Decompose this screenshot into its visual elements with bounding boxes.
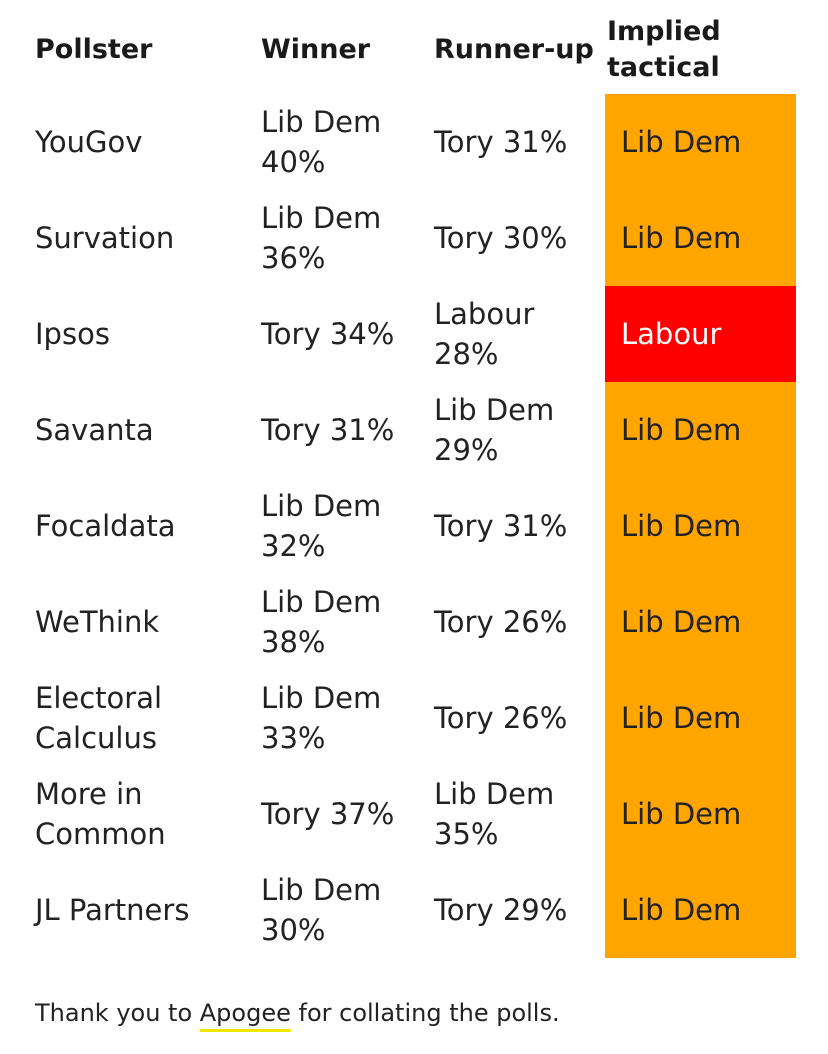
table-body: YouGov Lib Dem 40% Tory 31% Lib Dem Survatio… bbox=[35, 94, 797, 958]
cell-implied-tactical-text: Labour bbox=[621, 317, 722, 351]
cell-implied-tactical-text: Lib Dem bbox=[621, 125, 742, 159]
header-winner: Winner bbox=[261, 34, 371, 65]
table-row: Savanta Tory 31% Lib Dem 29% Lib Dem bbox=[35, 382, 797, 478]
cell-pollster-text: WeThink bbox=[35, 605, 160, 639]
cell-runner-up: Tory 31% bbox=[434, 94, 602, 190]
cell-implied-tactical-text: Lib Dem bbox=[621, 509, 742, 543]
cell-pollster: More in Common bbox=[35, 766, 255, 862]
cell-runner-up-text: Tory 31% bbox=[434, 125, 568, 159]
cell-pollster: Electoral Calculus bbox=[35, 670, 255, 766]
footer-prefix: Thank you to bbox=[35, 999, 200, 1027]
cell-runner-up-text: Tory 26% bbox=[434, 605, 568, 639]
cell-winner-text: Lib Dem 40% bbox=[261, 105, 382, 179]
cell-implied-tactical: Lib Dem bbox=[605, 766, 796, 862]
cell-pollster: YouGov bbox=[35, 94, 255, 190]
cell-runner-up-text: Tory 26% bbox=[434, 701, 568, 735]
cell-winner: Lib Dem 36% bbox=[261, 190, 429, 286]
cell-pollster: Savanta bbox=[35, 382, 255, 478]
cell-runner-up-text: Lib Dem 29% bbox=[434, 393, 555, 467]
cell-implied-tactical: Lib Dem bbox=[605, 862, 796, 958]
cell-winner: Lib Dem 30% bbox=[261, 862, 429, 958]
cell-pollster-text: JL Partners bbox=[35, 893, 190, 927]
cell-winner: Tory 34% bbox=[261, 286, 429, 382]
table-header: Pollster Winner Runner-up Implied tactic… bbox=[35, 0, 797, 94]
cell-runner-up-text: Lib Dem 35% bbox=[434, 777, 555, 851]
cell-implied-tactical-text: Lib Dem bbox=[621, 413, 742, 447]
cell-winner: Lib Dem 38% bbox=[261, 574, 429, 670]
cell-implied-tactical: Lib Dem bbox=[605, 382, 796, 478]
cell-winner: Tory 31% bbox=[261, 382, 429, 478]
cell-pollster: WeThink bbox=[35, 574, 255, 670]
cell-pollster: JL Partners bbox=[35, 862, 255, 958]
cell-winner: Lib Dem 40% bbox=[261, 94, 429, 190]
cell-implied-tactical-text: Lib Dem bbox=[621, 893, 742, 927]
cell-winner: Lib Dem 32% bbox=[261, 478, 429, 574]
table-row: WeThink Lib Dem 38% Tory 26% Lib Dem bbox=[35, 574, 797, 670]
table-row: JL Partners Lib Dem 30% Tory 29% Lib Dem bbox=[35, 862, 797, 958]
cell-runner-up-text: Tory 30% bbox=[434, 221, 568, 255]
header-pollster: Pollster bbox=[35, 34, 153, 65]
cell-implied-tactical: Labour bbox=[605, 286, 796, 382]
cell-pollster: Survation bbox=[35, 190, 255, 286]
table-row: Electoral Calculus Lib Dem 33% Tory 26% Lib… bbox=[35, 670, 797, 766]
cell-implied-tactical: Lib Dem bbox=[605, 670, 796, 766]
cell-runner-up-text: Tory 29% bbox=[434, 893, 568, 927]
header-implied-tactical: Implied tactical bbox=[607, 16, 721, 83]
cell-winner-text: Tory 31% bbox=[261, 413, 395, 447]
table-row: Focaldata Lib Dem 32% Tory 31% Lib Dem bbox=[35, 478, 797, 574]
cell-winner-text: Tory 34% bbox=[261, 317, 395, 351]
cell-implied-tactical: Lib Dem bbox=[605, 94, 796, 190]
cell-runner-up: Lib Dem 29% bbox=[434, 382, 602, 478]
cell-runner-up: Labour 28% bbox=[434, 286, 602, 382]
cell-winner: Lib Dem 33% bbox=[261, 670, 429, 766]
cell-implied-tactical-text: Lib Dem bbox=[621, 605, 742, 639]
cell-pollster-text: Ipsos bbox=[35, 317, 110, 351]
cell-pollster-text: Electoral Calculus bbox=[35, 681, 163, 755]
cell-runner-up: Tory 26% bbox=[434, 574, 602, 670]
polls-table: Pollster Winner Runner-up Implied tactic… bbox=[35, 0, 797, 958]
cell-runner-up: Tory 31% bbox=[434, 478, 602, 574]
cell-winner: Tory 37% bbox=[261, 766, 429, 862]
cell-implied-tactical: Lib Dem bbox=[605, 478, 796, 574]
cell-pollster-text: Survation bbox=[35, 221, 175, 255]
cell-winner-text: Lib Dem 36% bbox=[261, 201, 382, 275]
cell-implied-tactical: Lib Dem bbox=[605, 190, 796, 286]
cell-runner-up-text: Labour 28% bbox=[434, 297, 535, 371]
cell-implied-tactical-text: Lib Dem bbox=[621, 797, 742, 831]
table-row: Ipsos Tory 34% Labour 28% Labour bbox=[35, 286, 797, 382]
cell-implied-tactical-text: Lib Dem bbox=[621, 701, 742, 735]
cell-runner-up: Tory 26% bbox=[434, 670, 602, 766]
cell-pollster-text: YouGov bbox=[35, 125, 143, 159]
cell-winner-text: Lib Dem 32% bbox=[261, 489, 382, 563]
cell-pollster: Ipsos bbox=[35, 286, 255, 382]
cell-winner-text: Tory 37% bbox=[261, 797, 395, 831]
cell-winner-text: Lib Dem 30% bbox=[261, 873, 382, 947]
footer-note: Thank you to Apogee for collating the po… bbox=[35, 996, 560, 1030]
cell-pollster: Focaldata bbox=[35, 478, 255, 574]
cell-runner-up: Tory 29% bbox=[434, 862, 602, 958]
table-row: YouGov Lib Dem 40% Tory 31% Lib Dem bbox=[35, 94, 797, 190]
cell-runner-up: Lib Dem 35% bbox=[434, 766, 602, 862]
cell-runner-up: Tory 30% bbox=[434, 190, 602, 286]
cell-implied-tactical: Lib Dem bbox=[605, 574, 796, 670]
apogee-link[interactable]: Apogee bbox=[199, 999, 291, 1027]
cell-pollster-text: More in Common bbox=[35, 777, 166, 851]
cell-winner-text: Lib Dem 38% bbox=[261, 585, 382, 659]
header-runner-up: Runner-up bbox=[434, 34, 594, 65]
table-row: More in Common Tory 37% Lib Dem 35% Lib Dem bbox=[35, 766, 797, 862]
table-row: Survation Lib Dem 36% Tory 30% Lib Dem bbox=[35, 190, 797, 286]
cell-runner-up-text: Tory 31% bbox=[434, 509, 568, 543]
cell-implied-tactical-text: Lib Dem bbox=[621, 221, 742, 255]
cell-winner-text: Lib Dem 33% bbox=[261, 681, 382, 755]
footer-suffix: for collating the polls. bbox=[290, 999, 560, 1027]
cell-pollster-text: Savanta bbox=[35, 413, 154, 447]
cell-pollster-text: Focaldata bbox=[35, 509, 176, 543]
